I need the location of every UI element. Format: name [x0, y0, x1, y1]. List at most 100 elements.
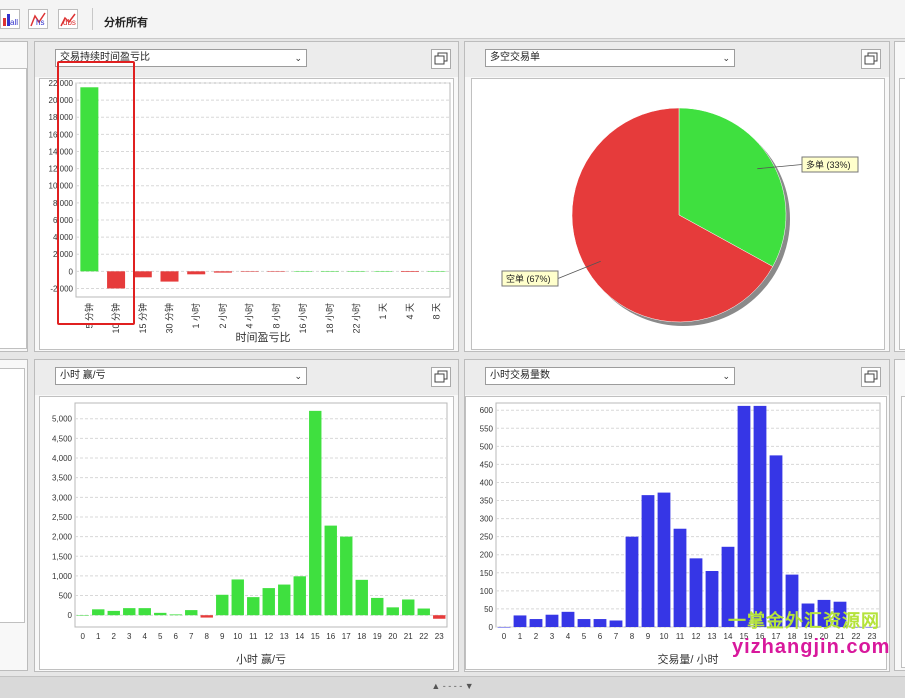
x-tick-label: 4 小时 — [244, 303, 255, 329]
bar — [169, 614, 182, 616]
bar — [185, 610, 198, 616]
svg-text:dbs: dbs — [63, 18, 76, 27]
pie-label-box — [801, 156, 859, 173]
svg-text:hs: hs — [36, 18, 44, 27]
y-tick-label: 4,000 — [52, 454, 73, 463]
bar — [76, 615, 89, 616]
maximize-icon[interactable] — [431, 49, 451, 69]
bar — [133, 271, 152, 278]
longshort-dropdown-value: 多空交易单 — [490, 52, 540, 63]
hourly-count-dropdown-value: 小时交易量数 — [490, 370, 550, 381]
bar — [107, 610, 120, 616]
x-tick-label: 7 — [614, 632, 619, 641]
y-tick-label: 12,000 — [49, 165, 74, 174]
hourly-pnl-dropdown-value: 小时 赢/亏 — [60, 370, 106, 381]
x-tick-label: 18 小时 — [324, 303, 335, 334]
y-tick-label: 16,000 — [49, 130, 74, 139]
pie-label: 空单 (67%) — [506, 273, 551, 284]
longshort-dropdown[interactable]: 多空交易单 ⌄ — [485, 49, 735, 67]
right-partial-panel-bottom — [894, 359, 905, 671]
x-tick-label: 20 — [820, 632, 829, 641]
x-tick-label: 0 — [81, 632, 86, 641]
y-tick-label: 50 — [484, 605, 493, 614]
pie-slice — [678, 107, 787, 267]
x-tick-label: 12 — [264, 632, 273, 641]
bar — [324, 525, 337, 616]
left-partial-frame-bottom — [0, 368, 25, 623]
maximize-icon[interactable] — [861, 49, 881, 69]
x-tick-label: 0 — [502, 632, 507, 641]
hourly-pnl-chart: 0 500 1,000 1,500 2,000 2,500 3,000 3,500 4,000 4… — [52, 402, 448, 666]
x-tick-label: 19 — [373, 632, 382, 641]
y-tick-label: 550 — [480, 424, 494, 433]
watermark-line2: yizhangjin.com — [732, 636, 891, 658]
left-partial-panel-top — [0, 41, 28, 352]
hourly-count-chart-frame: 0 50 100 150 200 250 300 350 400 450 500 550 600 0 1 2 3… — [465, 396, 887, 670]
x-tick-label: 17 — [772, 632, 781, 641]
x-tick-label: 16 小时 — [297, 303, 308, 334]
x-tick-label: 22 — [419, 632, 428, 641]
y-tick-label: 22,000 — [49, 79, 74, 88]
x-tick-label: 21 — [404, 632, 413, 641]
maximize-icon[interactable] — [431, 367, 451, 387]
x-tick-label: 2 — [534, 632, 539, 641]
maximize-icon[interactable] — [861, 367, 881, 387]
x-tick-label: 21 — [836, 632, 845, 641]
bar — [593, 619, 607, 627]
hs-chart-icon[interactable]: hs — [28, 9, 48, 29]
bar — [785, 574, 799, 627]
bar — [513, 615, 527, 627]
bar-chart-all-icon[interactable]: all — [0, 9, 20, 29]
x-tick-label: 22 — [852, 632, 861, 641]
x-tick-label: 11 — [676, 632, 685, 641]
bar — [371, 597, 384, 616]
y-tick-label: 150 — [480, 569, 494, 578]
x-tick-label: 9 — [220, 632, 225, 641]
y-tick-label: 0 — [68, 611, 73, 620]
pie-label-box — [501, 270, 559, 287]
x-axis-label: 时间盈亏比 — [236, 331, 291, 344]
bar — [769, 455, 783, 627]
y-tick-label: 3,000 — [52, 493, 73, 502]
plot-area — [495, 402, 881, 628]
y-tick-label: 5,000 — [52, 415, 73, 424]
x-tick-label: 1 小时 — [190, 303, 201, 329]
x-tick-label: 23 — [435, 632, 444, 641]
x-tick-label: 15 分钟 — [137, 303, 148, 334]
x-tick-label: 8 天 — [432, 303, 442, 320]
hourly-pnl-dropdown[interactable]: 小时 赢/亏 ⌄ — [55, 367, 307, 385]
duration-dropdown-value: 交易持续时间盈亏比 — [60, 52, 150, 63]
hourly-count-dropdown[interactable]: 小时交易量数 ⌄ — [485, 367, 735, 385]
chevron-down-icon: ⌄ — [294, 53, 302, 63]
analyze-all-button[interactable]: 分析所有 — [104, 17, 148, 29]
plot-area — [74, 402, 448, 628]
pie-slice — [571, 107, 774, 323]
bar — [657, 492, 671, 627]
toolbar: all hs dbs 分析所有 — [0, 0, 905, 39]
x-tick-label: 2 — [112, 632, 117, 641]
chevron-down-icon: ⌄ — [294, 371, 302, 381]
y-tick-label: 10,000 — [49, 182, 74, 191]
dbs-chart-icon[interactable]: dbs — [58, 9, 78, 29]
bar — [320, 271, 339, 272]
x-tick-label: 19 — [804, 632, 813, 641]
bar — [278, 584, 291, 616]
bar — [247, 597, 260, 616]
bar — [160, 271, 179, 282]
x-tick-label: 11 — [249, 632, 258, 641]
plot-area — [75, 82, 451, 298]
hourly-pnl-panel: 小时 赢/亏 ⌄ 0 500 1,000 1,500 2,000 2,500 3,000 3,… — [34, 359, 459, 672]
bar — [240, 271, 259, 272]
bar — [107, 271, 126, 289]
y-tick-label: 2,000 — [53, 250, 74, 259]
bar — [817, 599, 831, 627]
bar — [213, 271, 232, 273]
left-partial-frame-top — [0, 68, 27, 349]
y-tick-label: 6,000 — [53, 216, 74, 225]
duration-chart-frame: -2,000 0 2,000 4,000 6,000 8,000 10,000 12,000 1… — [39, 78, 454, 350]
x-tick-label: 15 — [740, 632, 749, 641]
bar — [309, 410, 322, 616]
bar — [293, 576, 306, 616]
bar — [721, 546, 735, 627]
splitter-bar[interactable]: ▲ - - - - ▼ — [0, 676, 905, 698]
